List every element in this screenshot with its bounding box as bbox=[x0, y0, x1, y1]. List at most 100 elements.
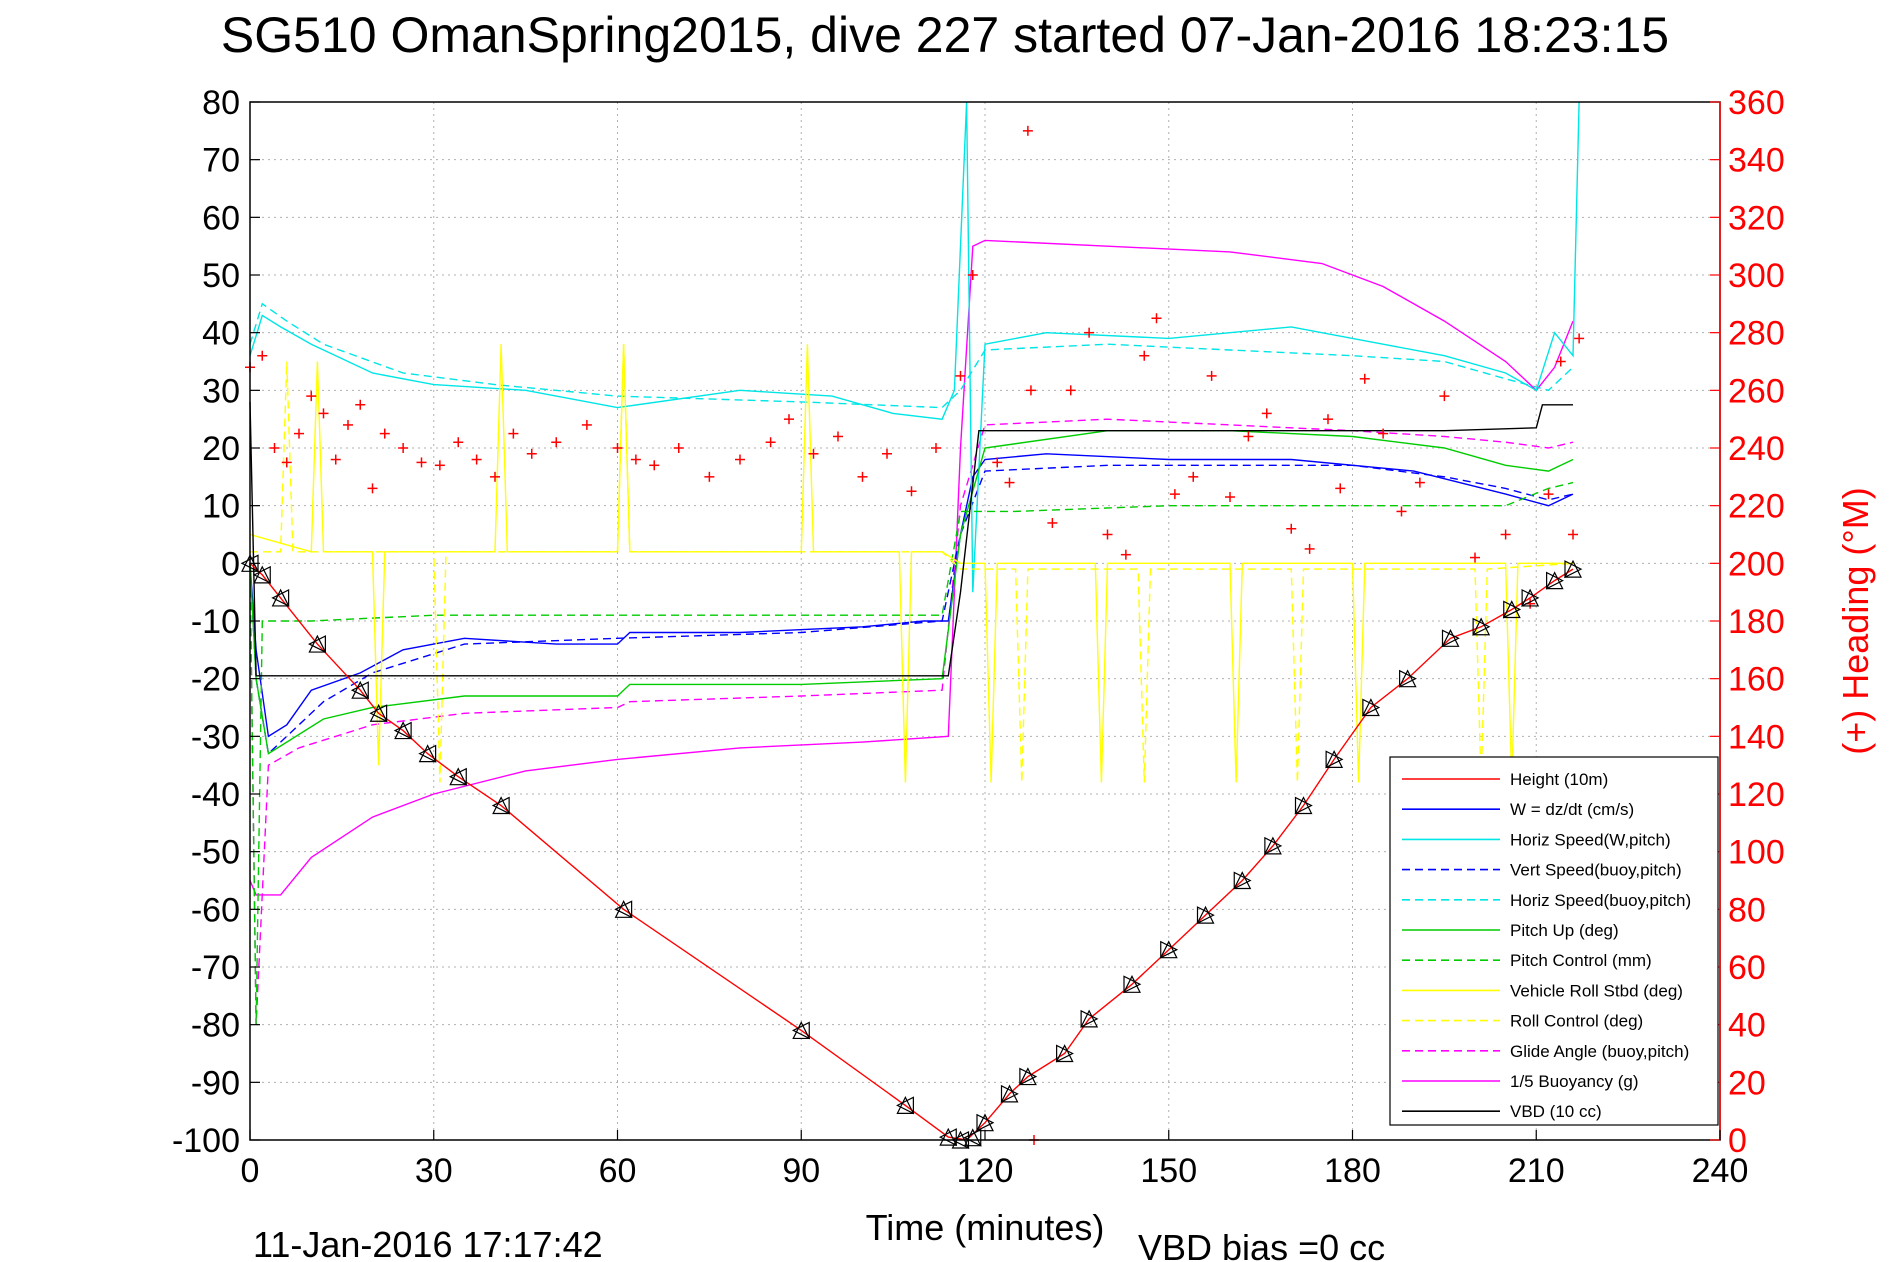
height-marker bbox=[1263, 836, 1283, 855]
height-marker bbox=[1080, 1009, 1099, 1028]
height-marker bbox=[896, 1096, 915, 1115]
series-line bbox=[249, 239, 1574, 896]
height-marker bbox=[1294, 796, 1313, 815]
y-left-tick-label: -40 bbox=[191, 776, 240, 814]
series-layer bbox=[249, 101, 1580, 1141]
heading-point bbox=[367, 483, 378, 494]
height-marker bbox=[1159, 940, 1179, 959]
heading-point bbox=[735, 454, 745, 465]
legend-entry: Roll Control (deg) bbox=[1402, 1012, 1643, 1031]
heading-point bbox=[1261, 408, 1272, 419]
heading-point bbox=[1188, 471, 1199, 482]
heading-point bbox=[343, 419, 353, 430]
heading-point bbox=[416, 457, 427, 468]
heading-point bbox=[1084, 327, 1095, 338]
height-marker bbox=[418, 744, 437, 763]
x-tick-label: 210 bbox=[1508, 1152, 1565, 1190]
y-right-tick-label: 100 bbox=[1728, 834, 1785, 872]
height-marker bbox=[393, 721, 413, 740]
series-line bbox=[249, 401, 1573, 677]
heading-point bbox=[1286, 523, 1297, 534]
heading-point bbox=[1574, 333, 1585, 344]
heading-point bbox=[1378, 428, 1389, 439]
height-marker bbox=[1521, 588, 1540, 607]
series-line bbox=[249, 344, 1573, 783]
heading-point bbox=[882, 448, 892, 459]
heading-point bbox=[551, 437, 562, 448]
x-tick-label: 120 bbox=[957, 1152, 1014, 1190]
y-right-tick-label: 260 bbox=[1728, 372, 1785, 410]
heading-point bbox=[1543, 489, 1554, 500]
heading-point bbox=[1206, 370, 1217, 381]
heading-point bbox=[294, 428, 304, 439]
series-line bbox=[249, 302, 1574, 409]
legend-label: Roll Control (deg) bbox=[1510, 1012, 1643, 1031]
height-marker bbox=[1196, 905, 1215, 925]
height-marker bbox=[1000, 1084, 1019, 1103]
y-left-tick-label: -10 bbox=[191, 603, 240, 641]
legend-entry: Height (10m) bbox=[1402, 770, 1608, 789]
heading-point bbox=[1022, 125, 1033, 136]
height-marker bbox=[791, 1021, 811, 1040]
y-right-tick-label: 360 bbox=[1728, 84, 1785, 122]
heading-point bbox=[1396, 506, 1407, 517]
heading-point bbox=[704, 471, 715, 482]
height-marker bbox=[1502, 600, 1522, 619]
heading-point bbox=[330, 454, 341, 465]
y-right-tick-label: 340 bbox=[1728, 142, 1785, 180]
heading-point bbox=[1304, 543, 1315, 554]
height-marker bbox=[1123, 974, 1142, 994]
heading-point bbox=[1047, 517, 1058, 528]
y-left-tick-label: 50 bbox=[202, 257, 240, 295]
y-left-tick-label: 60 bbox=[202, 199, 240, 237]
heading-point bbox=[257, 350, 268, 361]
heading-point bbox=[673, 443, 684, 453]
legend-label: Vert Speed(buoy,pitch) bbox=[1510, 861, 1682, 880]
heading-point bbox=[269, 443, 280, 453]
legend-entry: Horiz Speed(buoy,pitch) bbox=[1402, 891, 1691, 910]
y-left-tick-label: 30 bbox=[202, 372, 240, 410]
heading-point bbox=[453, 437, 464, 448]
y-right-tick-label: 60 bbox=[1728, 949, 1766, 987]
heading-point bbox=[1225, 492, 1235, 503]
y-left-tick-label: 40 bbox=[202, 315, 240, 353]
heading-point bbox=[1335, 483, 1346, 494]
legend-label: Glide Angle (buoy,pitch) bbox=[1510, 1042, 1689, 1061]
y-right-tick-label: 220 bbox=[1728, 488, 1785, 526]
heading-point bbox=[1025, 385, 1036, 396]
height-marker bbox=[1055, 1044, 1074, 1063]
height-marker bbox=[1441, 628, 1460, 648]
legend-entry: Horiz Speed(W,pitch) bbox=[1402, 830, 1671, 849]
height-markers bbox=[240, 553, 1583, 1149]
y-right-tick-label: 280 bbox=[1728, 315, 1785, 353]
heading-point bbox=[1555, 356, 1566, 367]
height-marker bbox=[938, 1127, 958, 1147]
series-line bbox=[250, 344, 1574, 783]
heading-point bbox=[1065, 385, 1076, 396]
heading-point bbox=[379, 428, 390, 439]
series-line bbox=[249, 418, 1574, 1025]
y-left-tick-label: 0 bbox=[221, 545, 240, 583]
legend-label: VBD (10 cc) bbox=[1510, 1102, 1602, 1121]
heading-point bbox=[1004, 477, 1015, 488]
heading-point bbox=[612, 443, 623, 453]
height-marker bbox=[308, 634, 327, 654]
heading-point bbox=[808, 448, 819, 459]
heading-point bbox=[833, 431, 843, 442]
height-marker bbox=[1325, 750, 1344, 769]
height-marker bbox=[252, 565, 272, 584]
heading-point bbox=[1323, 414, 1333, 425]
heading-point bbox=[630, 454, 641, 465]
heading-point bbox=[318, 408, 329, 419]
heading-point bbox=[1470, 552, 1480, 563]
y-right-tick-label: 320 bbox=[1728, 199, 1785, 237]
heading-point bbox=[931, 443, 941, 453]
heading-point bbox=[471, 454, 482, 465]
heading-point bbox=[955, 370, 966, 381]
heading-point bbox=[1169, 489, 1180, 500]
legend-entry: Vehicle Roll Stbd (deg) bbox=[1402, 981, 1683, 1000]
legend-label: 1/5 Buoyancy (g) bbox=[1510, 1072, 1639, 1091]
heading-point bbox=[581, 419, 592, 430]
heading-point bbox=[508, 428, 519, 439]
